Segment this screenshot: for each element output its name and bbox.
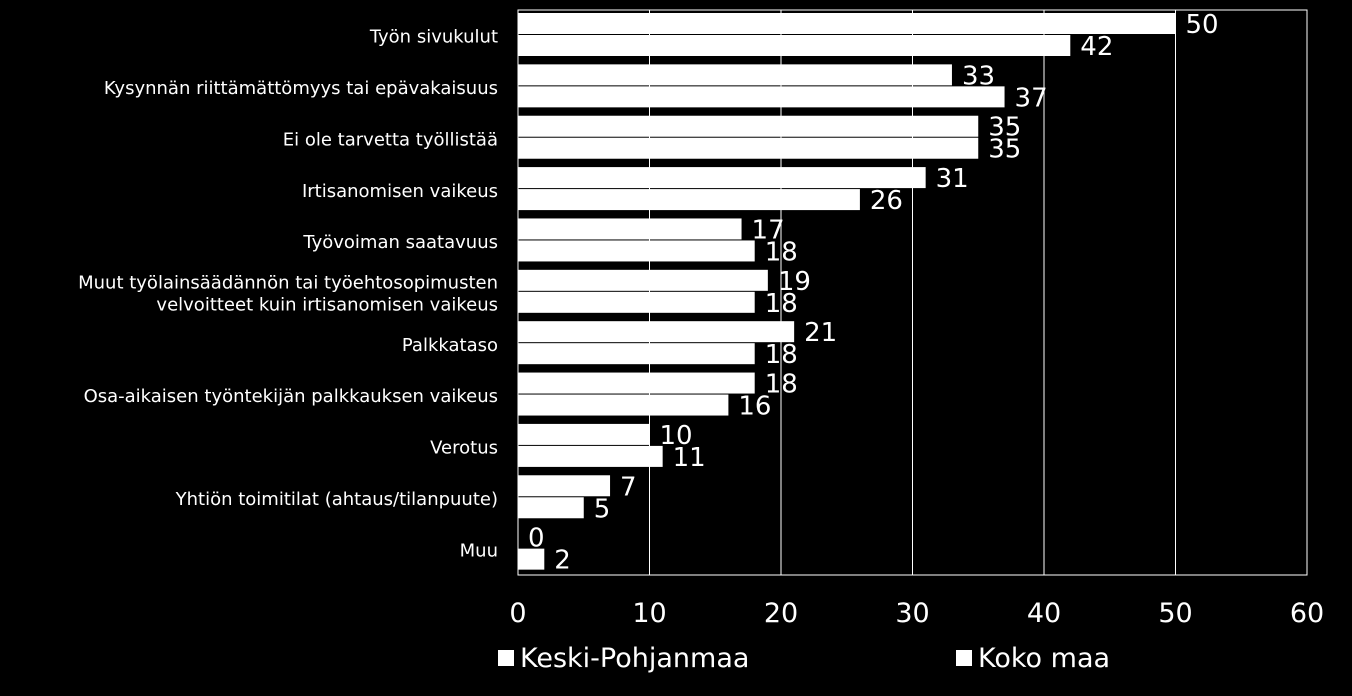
category-label-6: Palkkataso (402, 335, 498, 356)
bar-series0-9 (518, 475, 611, 497)
data-label-series1-2: 35 (988, 135, 1021, 165)
legend-label-koko-maa: Koko maa (978, 642, 1111, 674)
data-label-series0-7: 18 (765, 370, 798, 400)
x-tick-label-50: 50 (1158, 598, 1192, 629)
bar-series1-10 (518, 548, 545, 570)
category-label-0: Työn sivukulut (369, 27, 498, 48)
legend-item-keski-pohjanmaa: Keski-Pohjanmaa (498, 640, 749, 676)
bar-series0-2 (518, 115, 979, 137)
bar-series0-4 (518, 218, 742, 240)
data-label-series1-5: 18 (765, 289, 798, 319)
bar-series1-3 (518, 189, 860, 211)
bar-series0-7 (518, 372, 755, 394)
legend-swatch-koko-maa (956, 650, 972, 666)
data-label-series0-4: 17 (752, 215, 785, 245)
data-label-series1-0: 42 (1080, 32, 1113, 62)
bar-series1-0 (518, 35, 1071, 56)
data-label-series1-3: 26 (870, 186, 903, 216)
data-label-series0-0: 50 (1186, 10, 1219, 40)
category-label-3: Irtisanomisen vaikeus (302, 181, 498, 202)
bar-series1-1 (518, 86, 1005, 108)
bar-series1-9 (518, 497, 584, 519)
x-tick-label-60: 60 (1290, 598, 1324, 629)
category-label-7: Osa-aikaisen työntekijän palkkauksen vai… (84, 386, 498, 407)
category-label-1: Kysynnän riittämättömyys tai epävakaisuu… (104, 78, 498, 99)
category-label-10: Muu (460, 540, 498, 561)
bar-series1-5 (518, 291, 755, 313)
legend-swatch-keski-pohjanmaa (498, 650, 514, 666)
data-label-series0-2: 35 (988, 113, 1021, 143)
data-label-series1-4: 18 (765, 237, 798, 267)
category-label-5: Muut työlainsäädännön tai työehtosopimus… (78, 273, 498, 316)
data-label-series1-10: 2 (554, 546, 571, 576)
bar-series1-2 (518, 137, 979, 159)
data-label-series0-6: 21 (804, 318, 837, 348)
data-label-series0-3: 31 (936, 164, 969, 194)
data-label-series1-1: 37 (1015, 83, 1048, 113)
data-label-series1-8: 11 (673, 443, 706, 473)
data-label-series1-9: 5 (594, 494, 611, 524)
data-label-series1-7: 16 (738, 392, 771, 422)
category-label-2: Ei ole tarvetta työllistää (283, 129, 498, 150)
x-tick-label-30: 30 (895, 598, 929, 629)
data-label-series0-10: 0 (528, 524, 545, 554)
legend-label-keski-pohjanmaa: Keski-Pohjanmaa (520, 642, 750, 674)
category-label-9: Yhtiön toimitilat (ahtaus/tilanpuute) (175, 489, 498, 510)
bar-series0-0 (518, 13, 1176, 34)
x-tick-label-10: 10 (632, 598, 666, 629)
bar-series0-1 (518, 64, 952, 86)
bar-series0-8 (518, 423, 650, 445)
bar-series0-5 (518, 269, 768, 291)
data-label-series1-6: 18 (765, 340, 798, 370)
bar-series1-6 (518, 343, 755, 365)
data-label-series0-8: 10 (660, 421, 693, 451)
bar-series0-3 (518, 167, 926, 189)
bar-series1-4 (518, 240, 755, 262)
data-label-series0-5: 19 (778, 267, 811, 297)
x-tick-label-0: 0 (509, 598, 526, 629)
data-label-series0-9: 7 (620, 472, 637, 502)
category-label-8: Verotus (430, 438, 498, 459)
legend-item-koko-maa: Koko maa (956, 640, 1110, 676)
x-tick-label-20: 20 (764, 598, 798, 629)
x-tick-label-40: 40 (1027, 598, 1061, 629)
bar-series1-7 (518, 394, 729, 416)
category-label-4: Työvoiman saatavuus (302, 232, 498, 253)
bar-series0-6 (518, 321, 795, 343)
bar-series1-8 (518, 445, 663, 467)
